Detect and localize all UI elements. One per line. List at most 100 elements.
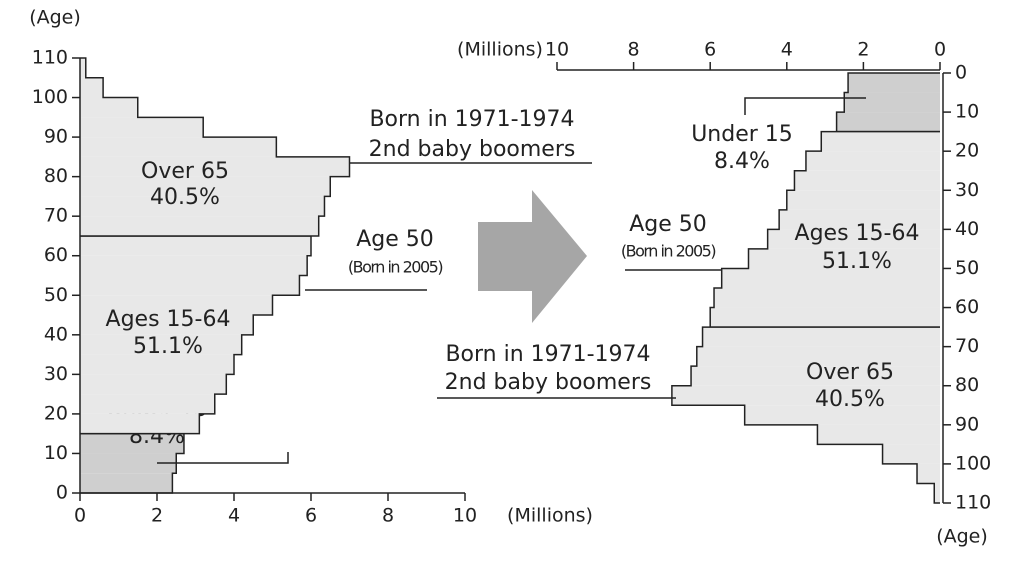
x-tick-label: 2 (151, 505, 163, 527)
population-bar (882, 444, 940, 464)
x-tick-label: 8 (382, 505, 394, 527)
population-bar (817, 424, 940, 445)
population-bar (80, 176, 331, 197)
group-name: Ages 15-64 (106, 307, 231, 332)
annotation: (Born in 2005) (621, 242, 715, 261)
population-bar (80, 453, 177, 474)
y-tick-label: 50 (955, 257, 979, 279)
population-bar (80, 354, 234, 375)
y-tick-label: 80 (955, 374, 979, 396)
x-tick-label: 0 (74, 505, 86, 527)
population-bar (721, 268, 940, 288)
population-bar (80, 97, 138, 118)
group-outline (80, 57, 351, 237)
y-tick-label: 50 (44, 284, 68, 306)
group-outline (80, 235, 312, 435)
transition-arrow (478, 190, 587, 323)
population-bar (710, 307, 940, 328)
population-bar (80, 196, 325, 217)
y-tick-label: 30 (955, 179, 979, 201)
y-tick-label: 60 (955, 296, 979, 318)
population-bar (786, 190, 940, 210)
y-tick-label: 110 (32, 47, 68, 69)
leader-line (157, 452, 289, 464)
population-bar (80, 58, 86, 78)
population-bar (80, 473, 173, 493)
population-bar (702, 327, 940, 347)
y-tick-label: 10 (44, 442, 68, 464)
x-tick-label: 10 (545, 39, 569, 61)
y-tick-label: 40 (955, 218, 979, 240)
group-name: Over 65 (141, 159, 229, 184)
y-tick-label: 20 (44, 402, 68, 424)
group-share: 51.1% (133, 334, 203, 359)
group-outline (671, 326, 940, 504)
population-bar (80, 156, 350, 177)
x-tick-label: 4 (781, 39, 793, 61)
y-tick-label: 100 (955, 452, 991, 474)
population-bar (691, 366, 940, 386)
x-tick-label: 6 (305, 505, 317, 527)
population-bar (80, 216, 319, 236)
x-tick-label: 10 (453, 505, 477, 527)
population-bar (748, 248, 940, 269)
group-share: 40.5% (150, 185, 220, 210)
population-bar (80, 394, 215, 414)
y-tick-label: 70 (955, 335, 979, 357)
y-tick-label: 0 (955, 62, 967, 84)
population-bar (80, 77, 104, 98)
y-tick-label: 20 (955, 140, 979, 162)
population-bar (80, 295, 273, 316)
y-axis-label: (Age) (936, 526, 988, 548)
y-tick-label: 30 (44, 363, 68, 385)
y-tick-label: 110 (955, 492, 991, 514)
population-bar (80, 235, 311, 256)
population-bar (80, 117, 204, 138)
y-axis-label: (Age) (29, 7, 81, 29)
population-bar (744, 405, 940, 425)
group-share: 8.4% (714, 149, 770, 174)
group-name: Ages 15-64 (795, 221, 920, 246)
population-bar (805, 151, 940, 171)
x-tick-label: 2 (857, 39, 869, 61)
group-outline (709, 130, 940, 328)
population-bar (934, 483, 940, 503)
annotation: 2nd baby boomers (369, 137, 576, 162)
population-bar (80, 315, 254, 335)
y-tick-label: 10 (955, 101, 979, 123)
annotation: Born in 1971-1974 (369, 107, 574, 132)
annotation: Age 50 (356, 227, 434, 252)
population-bar (80, 275, 300, 296)
population-bar (844, 92, 940, 113)
population-bar (80, 433, 184, 454)
group-outline (835, 72, 940, 133)
y-tick-label: 70 (44, 205, 68, 227)
x-axis-label: (Millions) (457, 39, 543, 61)
population-bar (696, 346, 940, 367)
population-bar (848, 73, 940, 93)
x-tick-label: 6 (704, 39, 716, 61)
population-bar (80, 374, 227, 395)
population-bar (794, 170, 940, 191)
y-tick-label: 80 (44, 165, 68, 187)
population-bar (779, 209, 940, 230)
y-tick-label: 90 (44, 126, 68, 148)
population-bar (917, 463, 940, 484)
group-share: 40.5% (815, 387, 885, 412)
y-tick-label: 60 (44, 244, 68, 266)
y-tick-label: 90 (955, 413, 979, 435)
population-bar (80, 137, 277, 157)
y-tick-label: 40 (44, 323, 68, 345)
population-bar (767, 229, 940, 249)
x-tick-label: 4 (228, 505, 240, 527)
y-tick-label: 100 (32, 86, 68, 108)
group-share: 51.1% (822, 249, 892, 274)
group-name: Over 65 (806, 360, 894, 385)
x-axis-label: (Millions) (507, 505, 593, 527)
annotation: 2nd baby boomers (445, 370, 652, 395)
population-bar (821, 131, 940, 152)
leader-line (744, 97, 866, 115)
population-bar (80, 413, 200, 434)
